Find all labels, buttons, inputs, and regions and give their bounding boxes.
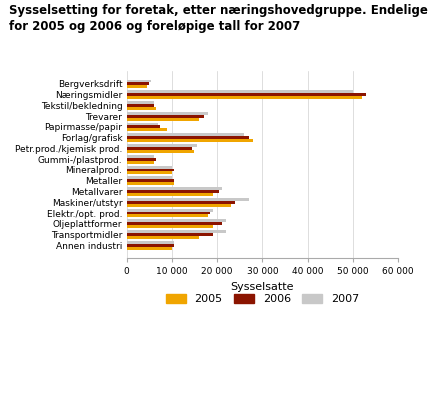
Bar <box>127 176 172 179</box>
Bar <box>127 244 174 247</box>
Bar <box>127 80 151 82</box>
Bar <box>127 247 172 250</box>
Bar <box>127 168 174 172</box>
Bar <box>127 144 197 147</box>
Bar <box>127 230 226 233</box>
Bar <box>127 193 212 196</box>
Bar <box>127 236 199 239</box>
Bar <box>127 155 154 158</box>
Bar <box>127 201 235 204</box>
Bar <box>127 179 174 182</box>
Bar <box>127 204 231 207</box>
Bar <box>127 147 192 150</box>
Bar <box>127 118 199 120</box>
Bar <box>127 212 210 214</box>
X-axis label: Sysselsatte: Sysselsatte <box>231 282 294 292</box>
Bar <box>127 198 249 201</box>
Bar <box>127 190 219 193</box>
Bar <box>127 133 244 136</box>
Bar <box>127 182 174 185</box>
Bar <box>127 241 174 244</box>
Bar <box>127 214 208 217</box>
Text: Sysselsetting for foretak, etter næringshovedgruppe. Endelige tall
for 2005 og 2: Sysselsetting for foretak, etter nærings… <box>9 4 429 33</box>
Bar <box>127 112 208 115</box>
Bar <box>127 136 249 139</box>
Bar <box>127 233 212 236</box>
Bar <box>127 187 222 190</box>
Bar <box>127 93 366 96</box>
Bar <box>127 115 203 118</box>
Bar <box>127 172 172 174</box>
Bar <box>127 209 212 212</box>
Bar <box>127 104 154 107</box>
Bar <box>127 122 158 126</box>
Bar <box>127 220 226 222</box>
Bar <box>127 166 172 168</box>
Legend: 2005, 2006, 2007: 2005, 2006, 2007 <box>161 289 363 309</box>
Bar <box>127 161 154 164</box>
Bar <box>127 107 156 110</box>
Bar <box>127 158 156 161</box>
Bar <box>127 126 160 128</box>
Bar <box>127 82 149 85</box>
Bar <box>127 101 154 104</box>
Bar <box>127 139 253 142</box>
Bar <box>127 128 167 131</box>
Bar <box>127 222 222 225</box>
Bar <box>127 85 147 88</box>
Bar <box>127 96 362 99</box>
Bar <box>127 225 212 228</box>
Bar <box>127 90 353 93</box>
Bar <box>127 150 194 153</box>
